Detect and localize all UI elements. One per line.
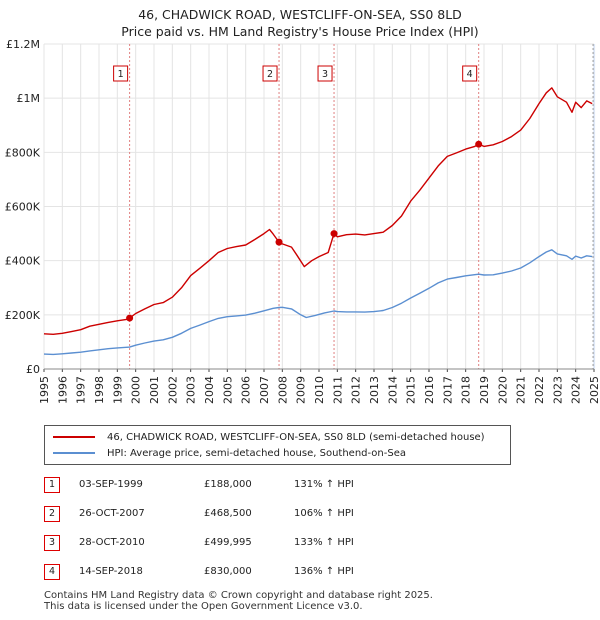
footer-licence: This data is licensed under the Open Gov… [44, 601, 363, 612]
shaded-band [593, 44, 596, 369]
x-tick-label: 2008 [276, 376, 289, 404]
y-tick-label: £600K [5, 201, 41, 214]
x-tick-label: 2024 [570, 376, 583, 404]
x-tick-label: 2007 [258, 376, 271, 404]
x-tick-label: 1995 [38, 376, 51, 404]
x-tick-label: 1997 [75, 376, 88, 404]
legend-item-property: 46, CHADWICK ROAD, WESTCLIFF-ON-SEA, SS0… [53, 429, 485, 445]
sale-price: £188,000 [204, 479, 252, 490]
x-tick-label: 2015 [405, 376, 418, 404]
y-tick-label: £200K [5, 309, 41, 322]
sales-table: 1 03-SEP-1999 £188,000 131% ↑ HPI 2 26-O… [44, 470, 354, 586]
x-tick-label: 2013 [368, 376, 381, 404]
x-tick-label: 2020 [496, 376, 509, 404]
title-address: 46, CHADWICK ROAD, WESTCLIFF-ON-SEA, SS0… [138, 7, 462, 22]
sale-date: 26-OCT-2007 [79, 508, 145, 519]
x-tick-label: 1996 [56, 376, 69, 404]
y-axis-ticks: £0 £200K £400K £600K £800K £1M £1.2M [5, 38, 41, 376]
x-tick-label: 2012 [350, 376, 363, 404]
price-chart: 1 2 3 4 £0 £200K £400K £600K £800K £1M £1.2M 1995… [5, 38, 600, 404]
sale-number-box: 3 [44, 534, 60, 551]
legend: 46, CHADWICK ROAD, WESTCLIFF-ON-SEA, SS0… [44, 425, 511, 465]
x-tick-label: 2017 [441, 376, 454, 404]
x-tick-label: 2003 [185, 376, 198, 404]
sale-price: £830,000 [204, 566, 252, 577]
sale-number-box: 4 [44, 563, 60, 580]
sale-hpi-change: 136% ↑ HPI [294, 566, 354, 577]
legend-swatch-property [53, 436, 95, 438]
sales-table-row: 1 03-SEP-1999 £188,000 131% ↑ HPI [44, 470, 354, 499]
y-tick-label: £1.2M [6, 38, 40, 51]
x-tick-label: 2021 [515, 376, 528, 404]
chart-title: 46, CHADWICK ROAD, WESTCLIFF-ON-SEA, SS0… [0, 6, 600, 40]
chart-grid [43, 43, 595, 370]
footer-attribution: Contains HM Land Registry data © Crown c… [44, 590, 433, 612]
sale-price: £468,500 [204, 508, 252, 519]
x-tick-label: 2002 [166, 376, 179, 404]
legend-swatch-hpi [53, 452, 95, 454]
x-tick-label: 2001 [148, 376, 161, 404]
sale-point [475, 140, 483, 148]
sale-marker-label: 4 [467, 69, 473, 80]
y-tick-label: £0 [26, 363, 40, 376]
x-tick-label: 1998 [93, 376, 106, 404]
sale-marker-label: 3 [322, 69, 328, 80]
x-tick-label: 2005 [221, 376, 234, 404]
sale-marker-box [113, 65, 129, 82]
sale-point [126, 314, 134, 322]
sale-marker-box [262, 65, 278, 82]
x-axis-ticks: 1995 1996 1997 1998 1999 2000 2001 2002 2003 2004… [38, 368, 600, 404]
x-tick-label: 2010 [313, 376, 326, 404]
x-tick-label: 2006 [240, 376, 253, 404]
legend-label-hpi: HPI: Average price, semi-detached house,… [107, 447, 406, 459]
sale-hpi-change: 106% ↑ HPI [294, 508, 354, 519]
x-tick-label: 1999 [111, 376, 124, 404]
sale-marker-boxes: 1 2 3 4 [113, 65, 478, 82]
sale-marker-label: 1 [118, 69, 124, 80]
sale-point [330, 230, 338, 238]
sale-date: 03-SEP-1999 [79, 479, 143, 490]
sale-points [126, 140, 483, 322]
sales-table-row: 2 26-OCT-2007 £468,500 106% ↑ HPI [44, 499, 354, 528]
x-tick-label: 2016 [423, 376, 436, 404]
series-lines [43, 87, 593, 356]
sale-number-box: 1 [44, 476, 60, 493]
y-tick-label: £800K [5, 146, 41, 159]
legend-item-hpi: HPI: Average price, semi-detached house,… [53, 445, 406, 461]
property-price-line [43, 87, 593, 335]
sale-hpi-change: 133% ↑ HPI [294, 537, 354, 548]
sale-price: £499,995 [204, 537, 252, 548]
x-tick-label: 2000 [130, 376, 143, 404]
sale-point [275, 238, 283, 246]
sale-date: 28-OCT-2010 [79, 537, 145, 548]
title-subtitle: Price paid vs. HM Land Registry's House … [121, 24, 479, 39]
sale-marker-box [317, 65, 333, 82]
legend-label-property: 46, CHADWICK ROAD, WESTCLIFF-ON-SEA, SS0… [107, 431, 485, 443]
x-tick-label: 2004 [203, 376, 216, 404]
x-tick-label: 2019 [478, 376, 491, 404]
footer-copyright: Contains HM Land Registry data © Crown c… [44, 590, 433, 601]
y-tick-label: £1M [17, 92, 41, 105]
x-tick-label: 2014 [386, 376, 399, 404]
sale-number-box: 2 [44, 505, 60, 522]
sales-table-row: 4 14-SEP-2018 £830,000 136% ↑ HPI [44, 557, 354, 586]
sale-marker-box [462, 65, 478, 82]
sales-table-row: 3 28-OCT-2010 £499,995 133% ↑ HPI [44, 528, 354, 557]
x-tick-label: 2018 [460, 376, 473, 404]
x-tick-label: 2009 [295, 376, 308, 404]
sale-marker-label: 2 [267, 69, 273, 80]
x-tick-label: 2025 [588, 376, 600, 404]
y-tick-label: £400K [5, 255, 41, 268]
sale-date: 14-SEP-2018 [79, 566, 143, 577]
shaded-region [592, 44, 596, 369]
x-tick-label: 2011 [331, 376, 344, 404]
sale-hpi-change: 131% ↑ HPI [294, 479, 354, 490]
hpi-line [43, 249, 593, 356]
x-tick-label: 2023 [551, 376, 564, 404]
x-tick-label: 2022 [533, 376, 546, 404]
